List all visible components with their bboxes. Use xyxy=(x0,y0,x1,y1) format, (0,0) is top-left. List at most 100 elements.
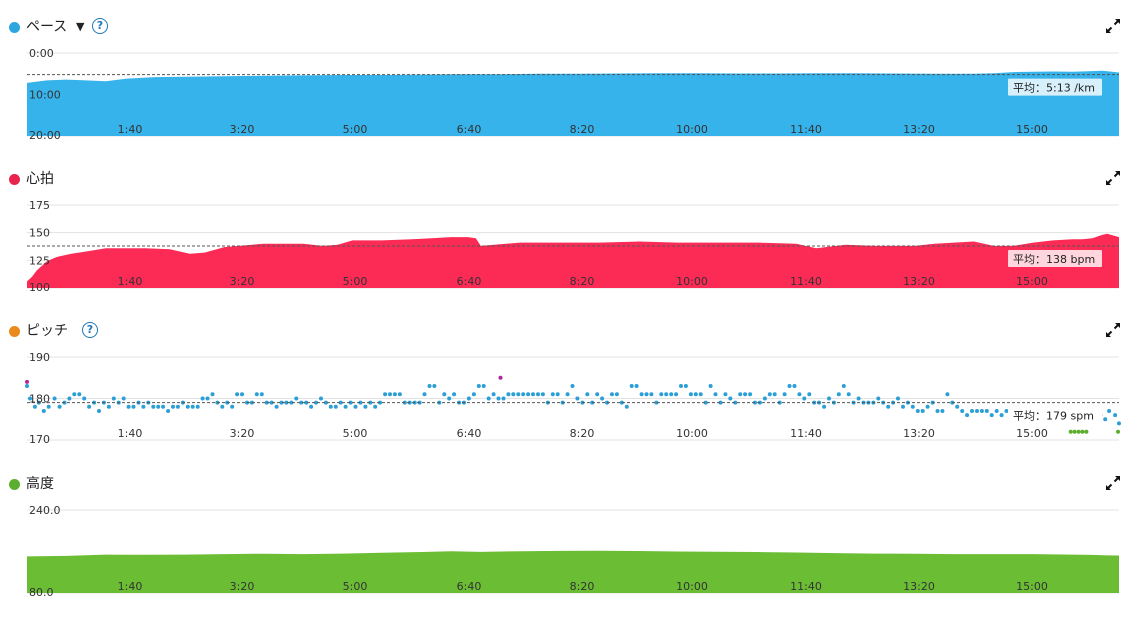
data-point xyxy=(989,413,994,418)
data-point-outlier xyxy=(1116,429,1120,434)
x-tick-label: 8:20 xyxy=(570,123,595,136)
data-point xyxy=(762,396,767,401)
data-point xyxy=(575,396,580,401)
data-point xyxy=(856,396,861,401)
data-point xyxy=(550,392,555,397)
data-point xyxy=(787,384,792,388)
cadence-title: ピッチ xyxy=(26,323,68,339)
data-point xyxy=(166,409,171,413)
data-point xyxy=(57,404,62,409)
data-point xyxy=(772,392,777,397)
x-tick-label: 1:40 xyxy=(118,427,143,440)
data-point xyxy=(743,392,748,397)
data-point xyxy=(392,392,397,397)
data-point xyxy=(383,392,388,397)
data-point xyxy=(659,392,664,397)
x-tick-label: 6:40 xyxy=(457,275,482,288)
data-point xyxy=(28,396,32,401)
data-point xyxy=(279,400,284,405)
data-point xyxy=(910,404,915,409)
data-point xyxy=(674,392,679,397)
data-point xyxy=(984,409,989,413)
x-tick-label: 13:20 xyxy=(903,427,935,440)
data-point xyxy=(1004,409,1009,413)
data-point xyxy=(723,392,728,397)
data-point xyxy=(836,392,841,397)
average-label-bg xyxy=(1008,78,1102,96)
data-point xyxy=(328,404,333,409)
altitude-dot-icon xyxy=(9,479,20,490)
x-tick-label: 11:40 xyxy=(790,580,822,593)
data-point xyxy=(486,396,491,401)
y-tick-label: 100 xyxy=(29,281,50,294)
altitude-expand-icon[interactable] xyxy=(1105,475,1121,491)
data-point xyxy=(965,413,970,418)
data-point xyxy=(171,404,175,409)
y-tick-label: 170 xyxy=(29,433,50,446)
data-point xyxy=(748,392,753,397)
data-area xyxy=(27,550,1119,593)
data-point xyxy=(614,392,619,397)
data-point xyxy=(634,384,639,388)
data-point xyxy=(679,384,683,388)
data-point xyxy=(960,409,965,413)
data-point xyxy=(940,409,945,413)
average-label: 平均：138 bpm xyxy=(1013,253,1095,266)
y-tick-label: 20:00 xyxy=(29,129,61,142)
data-point xyxy=(1107,409,1112,413)
x-tick-label: 10:00 xyxy=(676,123,708,136)
pace-dropdown-caret-icon[interactable]: ▼ xyxy=(76,20,85,33)
data-point xyxy=(511,392,516,397)
data-point xyxy=(294,396,299,401)
cadence-expand-icon[interactable] xyxy=(1105,322,1121,338)
data-point xyxy=(999,413,1004,418)
data-point-outlier xyxy=(1084,429,1089,434)
x-tick-label: 3:20 xyxy=(230,427,255,440)
data-point xyxy=(703,400,708,405)
x-tick-label: 5:00 xyxy=(343,123,368,136)
data-point xyxy=(432,384,437,388)
data-point xyxy=(540,392,545,397)
data-point xyxy=(555,392,560,397)
data-point xyxy=(718,400,723,405)
data-point xyxy=(333,404,338,409)
data-point xyxy=(1113,413,1118,418)
data-point-outlier xyxy=(1068,429,1073,434)
data-point xyxy=(639,392,644,397)
data-point xyxy=(378,400,383,405)
data-point xyxy=(314,400,318,405)
data-point xyxy=(994,409,999,413)
x-tick-label: 10:00 xyxy=(676,275,708,288)
data-point xyxy=(249,400,254,405)
pace-expand-icon[interactable] xyxy=(1105,18,1121,34)
data-point xyxy=(501,396,506,401)
y-tick-label: 150 xyxy=(29,227,50,240)
average-label-bg xyxy=(1008,406,1102,424)
data-point xyxy=(235,392,240,397)
data-point xyxy=(970,409,974,413)
data-point-outlier xyxy=(1076,429,1081,434)
heart-rate-dot-icon xyxy=(9,174,20,185)
data-point xyxy=(807,392,812,397)
data-point xyxy=(688,392,693,397)
data-point xyxy=(323,400,328,405)
data-point xyxy=(254,392,259,397)
data-point xyxy=(151,404,156,409)
data-point xyxy=(190,404,195,409)
y-tick-label: 0:00 xyxy=(29,47,54,60)
pace-help-icon[interactable]: ? xyxy=(92,18,108,34)
x-tick-label: 6:40 xyxy=(457,427,482,440)
data-point xyxy=(32,404,37,409)
heart-rate-header: 心拍 xyxy=(0,169,1127,189)
heart-rate-expand-icon[interactable] xyxy=(1105,170,1121,186)
data-point xyxy=(935,409,940,413)
x-tick-label: 13:20 xyxy=(903,123,935,136)
cadence-help-icon[interactable]: ? xyxy=(82,322,98,338)
data-point xyxy=(259,392,264,397)
x-tick-label: 3:20 xyxy=(230,275,255,288)
y-tick-label: 10:00 xyxy=(29,89,61,102)
y-tick-label: 240.0 xyxy=(29,504,61,517)
x-tick-label: 13:20 xyxy=(903,275,935,288)
data-point xyxy=(175,404,180,409)
data-point xyxy=(452,392,457,397)
